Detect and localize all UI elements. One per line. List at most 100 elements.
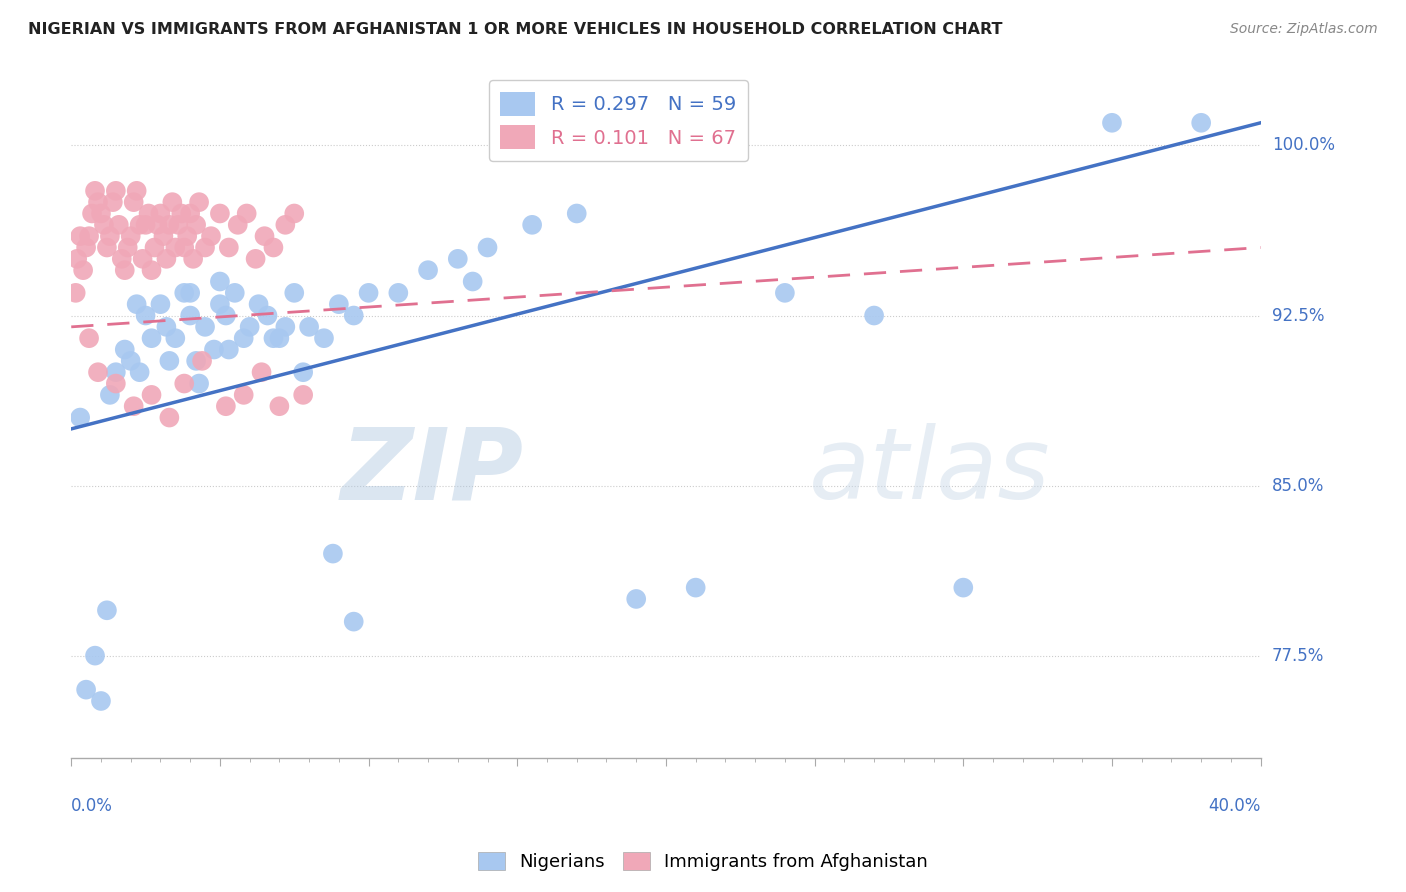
Point: [75, 240, 97, 254]
Point: [181, 252, 204, 266]
Point: [90, 206, 112, 220]
Point: [184, 218, 207, 232]
Point: [1101, 116, 1123, 130]
Text: 77.5%: 77.5%: [1272, 647, 1324, 665]
Point: [247, 297, 270, 311]
Text: 40.0%: 40.0%: [1208, 797, 1261, 814]
Point: [111, 252, 134, 266]
Point: [215, 309, 238, 323]
Point: [165, 240, 187, 254]
Text: NIGERIAN VS IMMIGRANTS FROM AFGHANISTAN 1 OR MORE VEHICLES IN HOUSEHOLD CORRELAT: NIGERIAN VS IMMIGRANTS FROM AFGHANISTAN …: [28, 22, 1002, 37]
Point: [232, 331, 254, 345]
Point: [245, 252, 267, 266]
Point: [256, 309, 278, 323]
Point: [157, 218, 180, 232]
Point: [235, 206, 257, 220]
Point: [179, 206, 201, 220]
Point: [208, 206, 231, 220]
Point: [96, 603, 118, 617]
Point: [565, 206, 588, 220]
Point: [461, 275, 484, 289]
Point: [176, 229, 198, 244]
Point: [274, 319, 297, 334]
Point: [72, 263, 94, 277]
Point: [167, 218, 190, 232]
Point: [138, 206, 160, 220]
Point: [149, 206, 172, 220]
Point: [357, 285, 380, 300]
Point: [77, 229, 100, 244]
Point: [173, 376, 195, 391]
Point: [188, 376, 211, 391]
Text: 85.0%: 85.0%: [1272, 476, 1324, 494]
Point: [149, 297, 172, 311]
Point: [80, 206, 103, 220]
Point: [90, 694, 112, 708]
Point: [215, 399, 238, 413]
Point: [93, 218, 115, 232]
Point: [101, 195, 124, 210]
Point: [253, 229, 276, 244]
Point: [208, 297, 231, 311]
Point: [173, 240, 195, 254]
Point: [173, 285, 195, 300]
Point: [135, 218, 157, 232]
Legend: R = 0.297   N = 59, R = 0.101   N = 67: R = 0.297 N = 59, R = 0.101 N = 67: [489, 80, 748, 161]
Point: [262, 331, 284, 345]
Point: [312, 331, 335, 345]
Point: [239, 319, 262, 334]
Point: [224, 285, 246, 300]
Point: [387, 285, 409, 300]
Point: [162, 195, 184, 210]
Point: [343, 309, 366, 323]
Point: [250, 365, 273, 379]
Point: [69, 229, 91, 244]
Point: [87, 365, 110, 379]
Point: [773, 285, 796, 300]
Point: [84, 184, 107, 198]
Point: [75, 682, 97, 697]
Point: [298, 319, 321, 334]
Point: [77, 331, 100, 345]
Point: [328, 297, 350, 311]
Point: [125, 184, 148, 198]
Point: [226, 218, 249, 232]
Point: [292, 365, 315, 379]
Point: [179, 309, 201, 323]
Point: [155, 319, 177, 334]
Point: [184, 354, 207, 368]
Point: [624, 591, 647, 606]
Point: [104, 365, 127, 379]
Point: [152, 229, 174, 244]
Point: [143, 240, 166, 254]
Legend: Nigerians, Immigrants from Afghanistan: Nigerians, Immigrants from Afghanistan: [471, 845, 935, 879]
Point: [447, 252, 470, 266]
Point: [66, 252, 89, 266]
Point: [283, 206, 305, 220]
Point: [863, 309, 886, 323]
Point: [117, 240, 139, 254]
Text: Source: ZipAtlas.com: Source: ZipAtlas.com: [1230, 22, 1378, 37]
Point: [520, 218, 543, 232]
Text: 0.0%: 0.0%: [72, 797, 112, 814]
Point: [191, 354, 214, 368]
Point: [208, 275, 231, 289]
Point: [98, 229, 121, 244]
Point: [98, 388, 121, 402]
Point: [84, 648, 107, 663]
Point: [114, 343, 136, 357]
Point: [135, 309, 157, 323]
Point: [188, 195, 211, 210]
Point: [262, 240, 284, 254]
Point: [416, 263, 439, 277]
Point: [128, 365, 150, 379]
Point: [120, 229, 142, 244]
Point: [108, 218, 131, 232]
Point: [218, 240, 240, 254]
Point: [292, 388, 315, 402]
Point: [155, 252, 177, 266]
Point: [141, 331, 163, 345]
Point: [120, 354, 142, 368]
Point: [128, 218, 150, 232]
Point: [952, 581, 974, 595]
